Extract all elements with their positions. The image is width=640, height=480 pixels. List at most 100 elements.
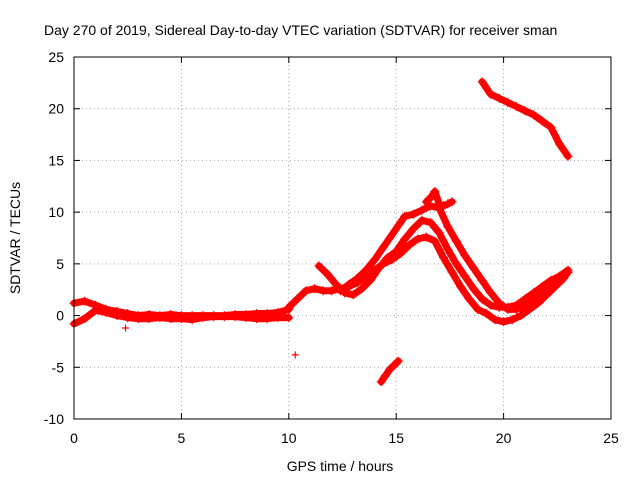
series	[421, 186, 457, 211]
data-point	[563, 267, 573, 277]
data-point	[460, 271, 470, 281]
data-point	[393, 356, 403, 366]
data-point	[80, 314, 90, 324]
data-point	[357, 284, 367, 294]
data-point	[486, 89, 496, 99]
data-point	[426, 217, 436, 227]
data-point	[430, 186, 440, 196]
data-point	[486, 288, 496, 298]
data-point	[511, 304, 521, 314]
data-point	[314, 261, 324, 271]
data-point	[434, 199, 444, 209]
data-point	[529, 294, 539, 304]
x-tick-label: 20	[496, 430, 512, 446]
data-point	[391, 246, 401, 256]
data-point	[516, 311, 526, 321]
data-point	[421, 197, 431, 207]
data-point	[529, 110, 539, 120]
y-tick-label: 10	[48, 204, 64, 220]
series	[122, 324, 299, 359]
data-point	[438, 201, 448, 211]
x-tick-label: 5	[178, 430, 186, 446]
data-point	[413, 234, 423, 244]
data-point	[327, 286, 337, 296]
data-point	[554, 273, 564, 283]
data-point	[291, 351, 299, 359]
data-point	[494, 93, 504, 103]
data-point	[563, 151, 573, 161]
data-point	[365, 275, 375, 285]
data-point	[361, 265, 371, 275]
data-point	[443, 199, 453, 209]
data-point	[473, 304, 483, 314]
series-line	[336, 202, 572, 313]
data-point	[133, 314, 143, 324]
data-point	[344, 280, 354, 290]
data-point	[400, 234, 410, 244]
data-point	[318, 286, 328, 296]
data-point	[507, 315, 517, 325]
data-point	[447, 197, 457, 207]
data-point	[460, 251, 470, 261]
data-point	[378, 242, 388, 252]
data-point	[477, 77, 487, 87]
data-point	[400, 211, 410, 221]
data-point	[101, 307, 111, 317]
data-point	[477, 275, 487, 285]
data-point	[546, 280, 556, 290]
data-point	[477, 294, 487, 304]
data-point	[241, 313, 251, 323]
y-tick-label: 25	[48, 49, 64, 65]
data-point	[122, 324, 130, 332]
data-point	[546, 122, 556, 132]
data-point	[486, 300, 496, 310]
data-point	[292, 294, 302, 304]
y-tick-label: 5	[56, 256, 64, 272]
y-tick-label: 20	[48, 101, 64, 117]
data-point	[376, 377, 386, 387]
data-point	[481, 309, 491, 319]
data-point	[123, 313, 133, 323]
data-point	[434, 228, 444, 238]
x-tick-label: 0	[70, 430, 78, 446]
data-point	[447, 267, 457, 277]
data-point	[335, 286, 345, 296]
series-line	[315, 216, 572, 311]
x-axis-label: GPS time / hours	[287, 458, 394, 474]
data-point	[187, 315, 197, 325]
data-point	[503, 304, 513, 314]
data-point	[537, 116, 547, 126]
y-tick-label: 15	[48, 152, 64, 168]
data-point	[230, 312, 240, 322]
data-point	[322, 269, 332, 279]
data-point	[494, 298, 504, 308]
data-point	[456, 282, 466, 292]
data-point	[198, 313, 208, 323]
data-point	[380, 371, 390, 381]
plot-frame	[73, 56, 612, 420]
data-point	[310, 284, 320, 294]
data-point	[389, 360, 399, 370]
data-point	[273, 313, 283, 323]
y-tick-label: 0	[56, 308, 64, 324]
data-point	[331, 280, 341, 290]
data-point	[469, 284, 479, 294]
data-point	[112, 311, 122, 321]
grid	[74, 57, 611, 419]
data-point	[284, 313, 294, 323]
data-point	[209, 312, 219, 322]
data-point	[443, 244, 453, 254]
data-point	[219, 312, 229, 322]
data-point	[421, 232, 431, 242]
data-point	[262, 314, 272, 324]
data-point	[417, 205, 427, 215]
series	[284, 232, 573, 327]
data-point	[370, 255, 380, 265]
x-tick-label: 10	[281, 430, 297, 446]
data-point	[520, 106, 530, 116]
data-point	[155, 313, 165, 323]
data-point	[469, 263, 479, 273]
data-point	[499, 317, 509, 327]
data-point	[537, 288, 547, 298]
